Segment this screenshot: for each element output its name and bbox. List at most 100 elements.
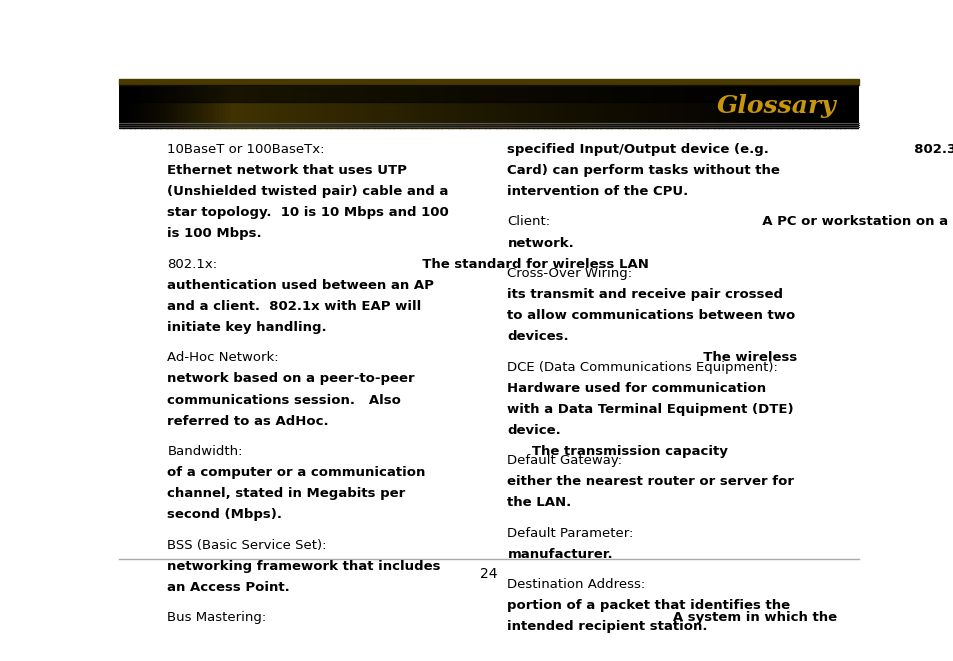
Bar xyxy=(456,79,459,128)
Bar xyxy=(647,79,652,128)
Bar xyxy=(547,79,552,128)
Bar xyxy=(355,79,360,128)
Bar xyxy=(200,79,205,128)
Bar xyxy=(747,79,751,128)
Bar xyxy=(237,79,242,128)
Text: an Access Point.: an Access Point. xyxy=(167,581,290,594)
Text: authentication used between an AP: authentication used between an AP xyxy=(167,279,434,292)
Bar xyxy=(574,79,578,128)
Bar xyxy=(271,79,275,128)
Bar xyxy=(699,79,703,128)
Bar xyxy=(758,79,762,128)
Bar xyxy=(521,79,526,128)
Bar xyxy=(618,79,622,128)
Bar xyxy=(677,79,681,128)
Bar xyxy=(596,79,600,128)
Bar xyxy=(799,79,803,128)
Bar xyxy=(164,79,168,128)
Bar xyxy=(381,79,386,128)
Bar xyxy=(293,79,297,128)
Bar xyxy=(282,79,286,128)
Bar xyxy=(436,79,441,128)
Bar xyxy=(610,79,615,128)
Bar xyxy=(448,79,453,128)
Text: 24: 24 xyxy=(479,567,497,581)
Bar xyxy=(300,79,305,128)
Bar xyxy=(706,79,711,128)
Bar xyxy=(761,79,766,128)
Bar xyxy=(755,79,759,128)
Bar xyxy=(367,79,371,128)
Bar xyxy=(743,79,748,128)
Text: Ethernet network that uses UTP: Ethernet network that uses UTP xyxy=(167,164,407,177)
Bar xyxy=(422,79,426,128)
Text: Bus Mastering:: Bus Mastering: xyxy=(167,611,266,624)
Bar xyxy=(133,79,138,128)
Bar xyxy=(688,79,692,128)
Bar xyxy=(226,79,231,128)
Bar xyxy=(370,79,375,128)
Bar xyxy=(525,79,530,128)
Text: channel, stated in Megabits per: channel, stated in Megabits per xyxy=(167,487,405,500)
Bar xyxy=(459,79,463,128)
Bar xyxy=(518,79,522,128)
Bar xyxy=(832,79,837,128)
Bar xyxy=(824,79,829,128)
Text: of a computer or a communication: of a computer or a communication xyxy=(167,466,425,479)
Text: The transmission capacity: The transmission capacity xyxy=(518,445,727,458)
Bar xyxy=(411,79,416,128)
Bar xyxy=(440,79,445,128)
Bar xyxy=(551,79,556,128)
Text: star topology.  10 is 10 Mbps and 100: star topology. 10 is 10 Mbps and 100 xyxy=(167,206,449,219)
Bar xyxy=(813,79,818,128)
Bar xyxy=(592,79,597,128)
Bar xyxy=(817,79,821,128)
Text: device.: device. xyxy=(507,424,560,437)
Bar xyxy=(507,79,512,128)
Bar xyxy=(673,79,678,128)
Text: Bandwidth:: Bandwidth: xyxy=(167,445,243,458)
Text: Hardware used for communication: Hardware used for communication xyxy=(507,381,765,395)
Bar xyxy=(241,79,246,128)
Bar xyxy=(643,79,648,128)
Bar xyxy=(385,79,390,128)
Bar xyxy=(400,79,404,128)
Bar xyxy=(137,79,142,128)
Text: (Unshielded twisted pair) cable and a: (Unshielded twisted pair) cable and a xyxy=(167,185,448,198)
Bar xyxy=(577,79,581,128)
Bar xyxy=(263,79,268,128)
Bar xyxy=(692,79,696,128)
Text: portion of a packet that identifies the: portion of a packet that identifies the xyxy=(507,600,790,612)
Bar xyxy=(311,79,315,128)
Bar xyxy=(659,79,662,128)
Bar xyxy=(474,79,478,128)
Text: The wireless: The wireless xyxy=(694,352,797,364)
Bar xyxy=(208,79,213,128)
Bar xyxy=(314,79,319,128)
Bar xyxy=(854,79,859,128)
Bar xyxy=(540,79,544,128)
Text: manufacturer.: manufacturer. xyxy=(507,548,613,561)
Text: BSS (Basic Service Set):: BSS (Basic Service Set): xyxy=(167,539,327,552)
Bar xyxy=(710,79,715,128)
Bar xyxy=(141,79,146,128)
Bar xyxy=(389,79,394,128)
Bar xyxy=(245,79,249,128)
Text: DCE (Data Communications Equipment):: DCE (Data Communications Equipment): xyxy=(507,360,778,373)
Bar xyxy=(278,79,282,128)
Bar xyxy=(444,79,449,128)
Bar xyxy=(233,79,238,128)
Bar xyxy=(511,79,515,128)
Bar xyxy=(470,79,475,128)
Bar xyxy=(533,79,537,128)
Bar xyxy=(728,79,733,128)
Bar xyxy=(429,79,434,128)
Bar xyxy=(515,79,518,128)
Bar xyxy=(403,79,408,128)
Bar xyxy=(477,79,482,128)
Bar xyxy=(721,79,725,128)
Bar xyxy=(481,79,485,128)
Bar xyxy=(724,79,729,128)
Bar xyxy=(178,79,183,128)
Text: Default Parameter:: Default Parameter: xyxy=(507,527,633,539)
